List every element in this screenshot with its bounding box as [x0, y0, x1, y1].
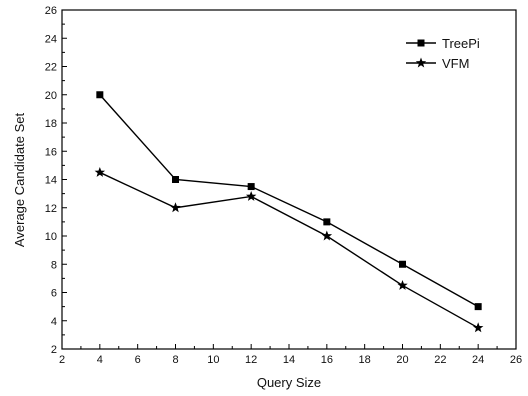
y-tick-label: 22	[45, 62, 57, 74]
y-tick-label: 12	[45, 203, 57, 215]
data-point-treepi	[323, 218, 331, 226]
x-tick-label: 26	[510, 354, 522, 366]
x-tick-label: 12	[245, 354, 257, 366]
data-point-treepi	[96, 91, 104, 99]
x-tick-label: 22	[434, 354, 446, 366]
x-tick-label: 18	[359, 354, 371, 366]
legend-marker-treepi	[417, 39, 425, 47]
y-tick-label: 26	[45, 5, 57, 17]
data-point-treepi	[247, 183, 255, 191]
x-tick-label: 16	[321, 354, 333, 366]
x-tick-label: 20	[396, 354, 408, 366]
series-line-treepi	[99, 94, 479, 308]
data-point-treepi	[474, 303, 482, 311]
x-tick-label: 4	[97, 354, 103, 366]
y-tick-label: 20	[45, 90, 57, 102]
axis-ticks: 2 4 6 8 10 12 14 16 18 20 22 24 26246810121416182022…	[45, 5, 522, 366]
legend-label-treepi: TreePi	[442, 36, 480, 51]
legend-label-vfm: VFM	[442, 56, 469, 71]
x-tick-label: 8	[172, 354, 178, 366]
legend: TreePi VFM	[406, 36, 480, 71]
y-tick-label: 4	[51, 316, 57, 328]
y-tick-label: 16	[45, 146, 57, 158]
y-axis-title: Average Candidate Set	[12, 113, 27, 248]
data-point-treepi	[399, 260, 406, 268]
series-line-vfm	[99, 171, 479, 329]
data-point-vfm	[170, 202, 181, 213]
data-point-vfm	[472, 322, 484, 333]
x-tick-label: 24	[472, 354, 484, 366]
y-tick-label: 14	[45, 175, 57, 187]
y-tick-label: 18	[45, 118, 57, 130]
x-tick-label: 10	[207, 354, 219, 366]
legend-marker-vfm	[415, 57, 427, 68]
x-tick-label: 6	[135, 354, 141, 366]
x-tick-label: 2	[59, 354, 65, 366]
y-tick-label: 8	[51, 259, 57, 271]
y-tick-label: 6	[51, 288, 57, 300]
data-point-vfm	[245, 190, 257, 201]
data-point-vfm	[94, 166, 106, 177]
data-point-vfm	[321, 230, 333, 241]
series-layer	[94, 91, 484, 333]
y-tick-label: 24	[45, 33, 57, 45]
x-axis-title: Query Size	[257, 375, 321, 390]
y-tick-label: 2	[51, 344, 57, 356]
data-point-vfm	[397, 279, 408, 290]
x-tick-label: 14	[283, 354, 295, 366]
y-tick-label: 10	[45, 231, 57, 243]
data-point-treepi	[172, 176, 179, 183]
